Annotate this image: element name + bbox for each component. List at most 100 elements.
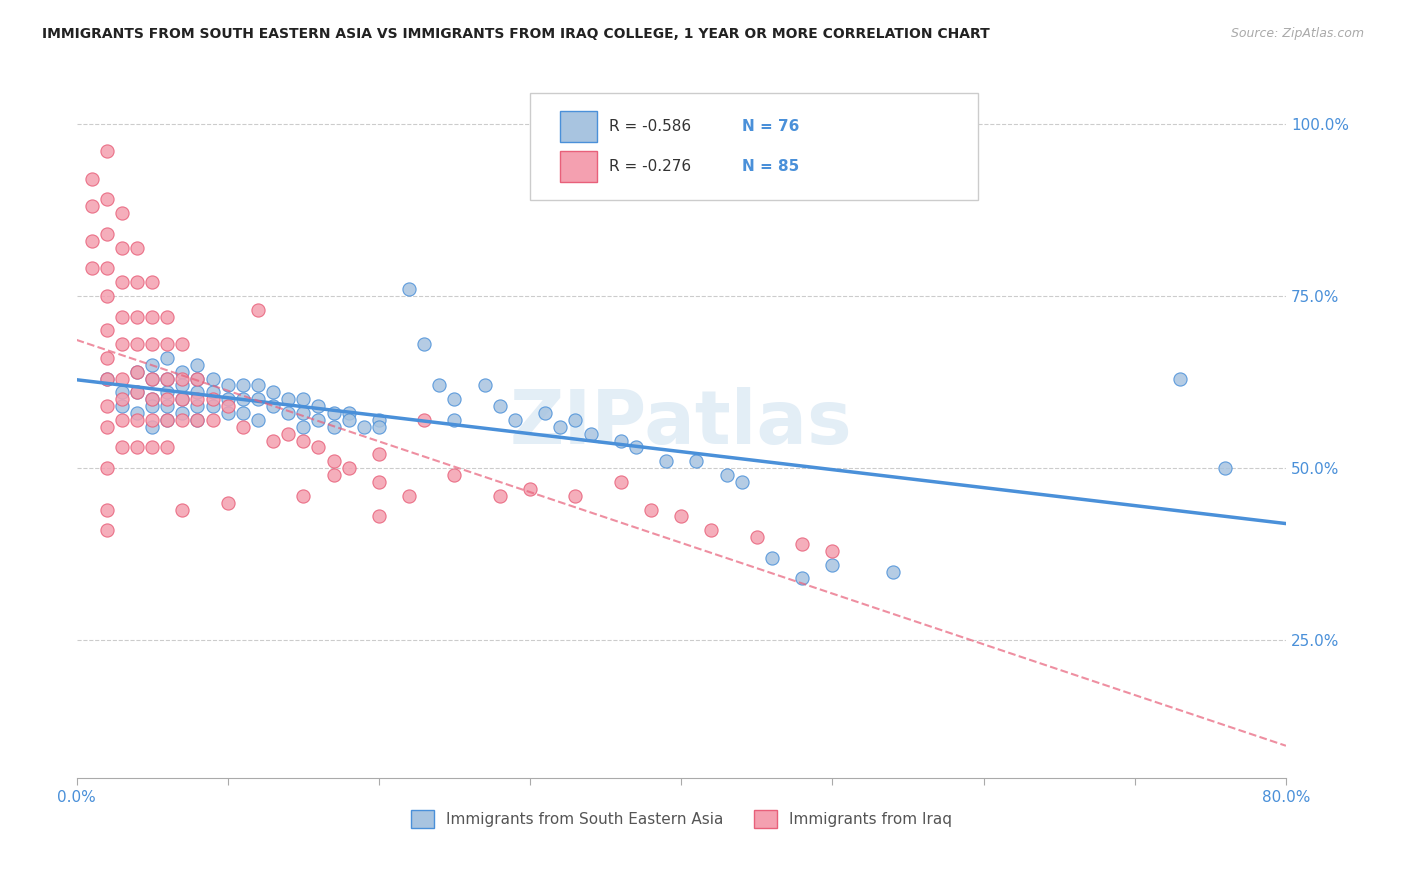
Point [125, 406, 148, 420]
Point [96, 461, 118, 475]
Point [111, 399, 134, 413]
Point [141, 275, 163, 289]
Point [292, 406, 315, 420]
Point [685, 454, 707, 468]
Legend: Immigrants from South Eastern Asia, Immigrants from Iraq: Immigrants from South Eastern Asia, Immi… [405, 804, 957, 834]
Point [156, 371, 179, 385]
Point [96, 371, 118, 385]
Point [125, 310, 148, 324]
Text: N = 76: N = 76 [742, 120, 799, 134]
Point [201, 392, 224, 407]
Text: N = 85: N = 85 [742, 159, 799, 174]
Point [186, 413, 208, 427]
Point [96, 289, 118, 303]
Point [262, 399, 284, 413]
Point [337, 406, 360, 420]
Point [337, 413, 360, 427]
Point [172, 392, 194, 407]
Point [217, 392, 239, 407]
Point [80, 199, 103, 213]
Point [262, 385, 284, 400]
Point [534, 406, 557, 420]
Point [156, 392, 179, 407]
Point [141, 337, 163, 351]
Point [141, 441, 163, 455]
Text: R = -0.276: R = -0.276 [609, 159, 690, 174]
Point [640, 502, 662, 516]
FancyBboxPatch shape [561, 151, 596, 182]
Point [125, 413, 148, 427]
Point [186, 371, 208, 385]
Point [156, 351, 179, 365]
Point [322, 468, 344, 483]
Point [503, 413, 526, 427]
Point [96, 399, 118, 413]
Point [96, 523, 118, 537]
Point [156, 441, 179, 455]
Point [125, 241, 148, 255]
Point [232, 392, 254, 407]
Point [443, 413, 465, 427]
Point [125, 365, 148, 379]
Point [186, 385, 208, 400]
Point [111, 392, 134, 407]
Point [292, 392, 315, 407]
Point [277, 392, 299, 407]
Point [1215, 461, 1237, 475]
Point [307, 441, 329, 455]
Point [367, 419, 389, 434]
Point [201, 399, 224, 413]
Point [111, 310, 134, 324]
Point [111, 206, 134, 220]
Point [232, 378, 254, 392]
Point [353, 419, 375, 434]
Point [186, 413, 208, 427]
Point [111, 337, 134, 351]
Point [610, 475, 633, 489]
Point [111, 275, 134, 289]
Point [246, 392, 269, 407]
Text: Source: ZipAtlas.com: Source: ZipAtlas.com [1230, 27, 1364, 40]
Point [367, 475, 389, 489]
Point [246, 413, 269, 427]
FancyBboxPatch shape [561, 112, 596, 143]
Point [292, 419, 315, 434]
Point [172, 337, 194, 351]
Point [367, 509, 389, 524]
Point [745, 530, 768, 544]
Point [564, 413, 586, 427]
Point [792, 571, 814, 585]
Point [125, 385, 148, 400]
Point [292, 489, 315, 503]
Point [201, 371, 224, 385]
Point [141, 371, 163, 385]
Point [186, 371, 208, 385]
Point [172, 392, 194, 407]
Point [156, 310, 179, 324]
Text: IMMIGRANTS FROM SOUTH EASTERN ASIA VS IMMIGRANTS FROM IRAQ COLLEGE, 1 YEAR OR MO: IMMIGRANTS FROM SOUTH EASTERN ASIA VS IM… [42, 27, 990, 41]
Point [367, 447, 389, 461]
Point [172, 365, 194, 379]
Point [141, 399, 163, 413]
Point [700, 523, 723, 537]
Point [96, 261, 118, 276]
Point [322, 454, 344, 468]
Point [186, 358, 208, 372]
Point [489, 489, 512, 503]
Text: ZIPatlas: ZIPatlas [510, 387, 852, 460]
Point [398, 282, 420, 296]
Point [125, 365, 148, 379]
Point [277, 406, 299, 420]
Point [217, 399, 239, 413]
Point [141, 392, 163, 407]
Point [337, 461, 360, 475]
Point [398, 489, 420, 503]
Point [80, 171, 103, 186]
Point [125, 441, 148, 455]
Point [322, 419, 344, 434]
Point [96, 193, 118, 207]
Point [624, 441, 647, 455]
Point [96, 145, 118, 159]
Point [111, 413, 134, 427]
Point [671, 509, 693, 524]
